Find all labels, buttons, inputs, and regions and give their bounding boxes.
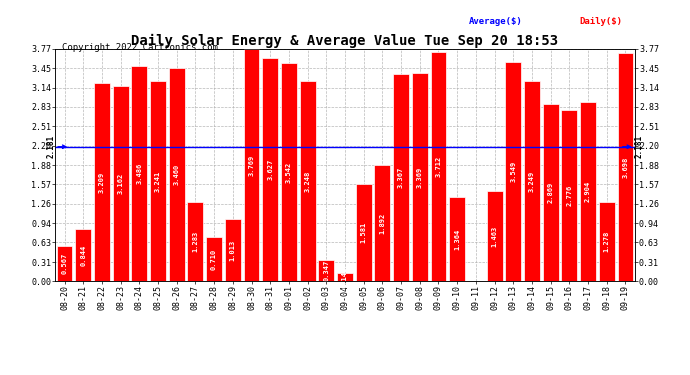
Text: 0.710: 0.710: [211, 249, 217, 270]
Bar: [393, 74, 409, 281]
Bar: [75, 229, 91, 281]
Bar: [318, 260, 334, 281]
Text: 1.364: 1.364: [454, 229, 460, 250]
Text: 2.904: 2.904: [585, 181, 591, 203]
Bar: [112, 86, 128, 281]
Bar: [543, 104, 559, 281]
Text: 2.776: 2.776: [566, 185, 573, 206]
Text: 3.367: 3.367: [398, 167, 404, 188]
Bar: [244, 49, 259, 281]
Bar: [206, 237, 222, 281]
Text: 3.460: 3.460: [174, 164, 179, 185]
Text: 3.162: 3.162: [117, 173, 124, 194]
Text: 0.141: 0.141: [342, 266, 348, 288]
Text: 3.698: 3.698: [622, 157, 629, 178]
Bar: [131, 66, 147, 281]
Text: 3.627: 3.627: [267, 159, 273, 180]
Bar: [618, 53, 633, 281]
Text: 3.542: 3.542: [286, 161, 292, 183]
Bar: [281, 63, 297, 281]
Title: Daily Solar Energy & Average Value Tue Sep 20 18:53: Daily Solar Energy & Average Value Tue S…: [131, 33, 559, 48]
Bar: [299, 81, 315, 281]
Text: 1.581: 1.581: [361, 222, 366, 243]
Text: 3.369: 3.369: [417, 167, 423, 188]
Text: Daily($): Daily($): [580, 17, 622, 26]
Bar: [412, 74, 428, 281]
Text: 1.892: 1.892: [380, 212, 386, 234]
Text: Average($): Average($): [469, 17, 523, 26]
Bar: [375, 165, 391, 281]
Text: 1.283: 1.283: [193, 231, 199, 252]
Text: 3.769: 3.769: [248, 154, 255, 176]
Text: 1.013: 1.013: [230, 239, 236, 261]
Bar: [57, 246, 72, 281]
Bar: [599, 202, 615, 281]
Bar: [356, 184, 372, 281]
Bar: [188, 202, 204, 281]
Text: 0.347: 0.347: [324, 260, 329, 281]
Text: 3.241: 3.241: [155, 171, 161, 192]
Bar: [505, 62, 521, 281]
Bar: [486, 191, 502, 281]
Bar: [449, 197, 465, 281]
Text: 0.844: 0.844: [80, 244, 86, 266]
Text: 3.712: 3.712: [435, 156, 442, 177]
Bar: [225, 219, 241, 281]
Text: 3.209: 3.209: [99, 172, 105, 193]
Text: 3.549: 3.549: [511, 161, 516, 183]
Text: 1.278: 1.278: [604, 231, 610, 252]
Bar: [150, 81, 166, 281]
Bar: [580, 102, 596, 281]
Text: 2.869: 2.869: [548, 182, 553, 203]
Bar: [94, 83, 110, 281]
Text: 0.567: 0.567: [61, 253, 68, 274]
Bar: [169, 68, 185, 281]
Text: 1.463: 1.463: [491, 225, 497, 247]
Text: 3.248: 3.248: [304, 171, 310, 192]
Bar: [262, 58, 278, 281]
Bar: [431, 53, 446, 281]
Bar: [562, 110, 578, 281]
Text: 2.181: 2.181: [635, 135, 644, 158]
Bar: [337, 273, 353, 281]
Text: 3.249: 3.249: [529, 171, 535, 192]
Text: Copyright 2022 Cartronics.com: Copyright 2022 Cartronics.com: [62, 43, 218, 52]
Bar: [524, 81, 540, 281]
Text: 2.181: 2.181: [46, 135, 55, 158]
Text: 3.486: 3.486: [137, 163, 142, 184]
